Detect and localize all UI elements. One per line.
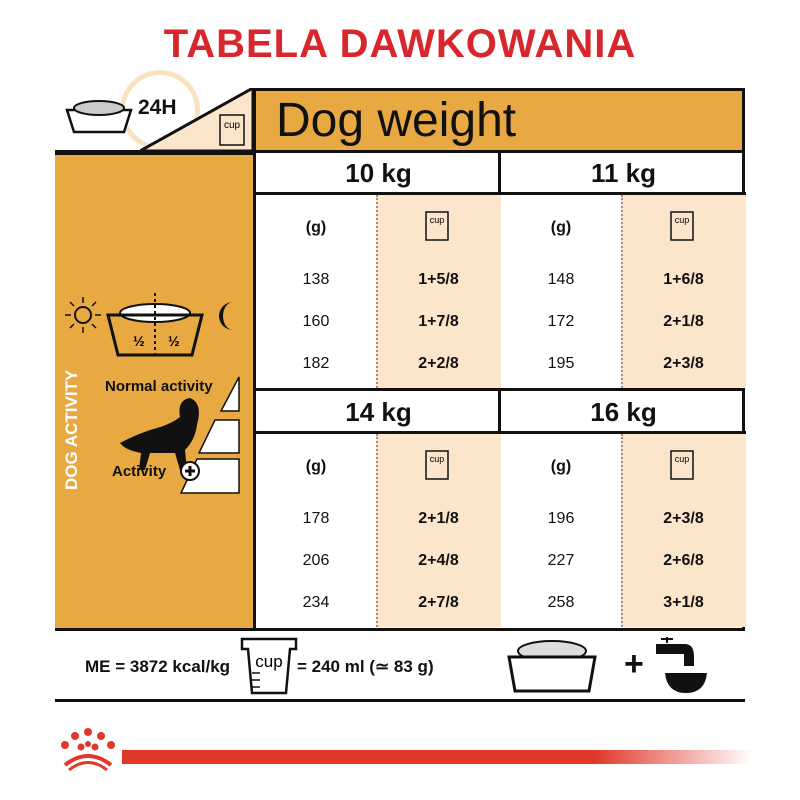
dog-silhouette-icon xyxy=(120,398,199,470)
grams-value: 234 xyxy=(302,594,330,611)
grams-label: (g) xyxy=(305,458,327,475)
grams-value: 206 xyxy=(302,552,330,569)
brand-bar xyxy=(122,750,752,764)
footer-info xyxy=(55,628,745,702)
grams-value: 160 xyxy=(302,313,330,330)
page-title: TABELA DAWKOWANIA xyxy=(163,22,637,66)
cup-value: 1+5/8 xyxy=(418,271,459,288)
cup-icon-large: cup xyxy=(240,637,298,695)
royal-canin-crown-logo xyxy=(61,728,115,772)
svg-text:cup: cup xyxy=(430,454,445,464)
24h-label: 24H xyxy=(138,96,177,119)
food-bowl-icon xyxy=(65,100,133,134)
grams-value: 196 xyxy=(547,510,575,527)
weight-header: 11 kg xyxy=(501,152,746,195)
weight-header: 16 kg xyxy=(501,391,746,434)
grams-value: 182 xyxy=(302,355,330,372)
normal-activity-label: Normal activity xyxy=(105,378,213,395)
plus-sign: + xyxy=(624,645,644,683)
grams-value: 227 xyxy=(547,552,575,569)
grams-value: 258 xyxy=(547,594,575,611)
weight-block-11kg: 11 kg (g) cup 148 1+6/8 172 2+1/8 195 2+3/8 xyxy=(501,152,746,388)
cup-label: cup xyxy=(255,652,282,671)
energy-label: ME = 3872 kcal/kg xyxy=(85,657,231,676)
divider xyxy=(55,150,745,153)
activity-label: Activity xyxy=(112,463,167,480)
cup-equivalence: = 240 ml (≃ 83 g) xyxy=(297,657,434,676)
svg-text:cup: cup xyxy=(224,120,241,131)
cup-value: 2+6/8 xyxy=(663,552,704,569)
activity-scale xyxy=(179,376,240,494)
dog-activity-label: DOG ACTIVITY xyxy=(62,369,81,490)
cup-icon: cup xyxy=(425,450,449,480)
weight-block-10kg: 10 kg (g) cup 138 1+5/8 160 1+7/8 182 2+2/8 xyxy=(256,152,501,388)
cup-value: 1+6/8 xyxy=(663,271,704,288)
svg-text:cup: cup xyxy=(675,215,690,225)
grams-label: (g) xyxy=(550,219,572,236)
cup-value: 1+7/8 xyxy=(418,313,459,330)
cup-value: 2+2/8 xyxy=(418,355,459,372)
grams-value: 138 xyxy=(302,271,330,288)
cup-value: 2+1/8 xyxy=(418,510,459,527)
split-bowl-icon: ½ ½ xyxy=(106,293,204,359)
grams-value: 195 xyxy=(547,355,575,372)
water-tap-icon xyxy=(656,637,707,693)
weight-block-14kg: 14 kg (g) cup 178 2+1/8 206 2+4/8 234 2+7/8 xyxy=(256,391,501,627)
cup-ramp: cup xyxy=(140,88,255,153)
cup-value: 2+7/8 xyxy=(418,594,459,611)
sun-icon xyxy=(65,297,101,333)
grams-value: 148 xyxy=(547,271,575,288)
cup-icon: cup xyxy=(425,211,449,241)
cup-value: 2+3/8 xyxy=(663,510,704,527)
cup-icon: cup xyxy=(670,450,694,480)
cup-value: 2+3/8 xyxy=(663,355,704,372)
moon-icon xyxy=(219,302,233,330)
weight-header: 14 kg xyxy=(256,391,501,434)
cup-value: 2+1/8 xyxy=(663,313,704,330)
grams-label: (g) xyxy=(550,458,572,475)
grams-value: 172 xyxy=(547,313,575,330)
cup-value: 3+1/8 xyxy=(663,594,704,611)
feeding-grid: 10 kg (g) cup 138 1+5/8 160 1+7/8 182 2+2/8… xyxy=(253,152,746,628)
food-bowl-icon xyxy=(507,640,597,693)
svg-text:cup: cup xyxy=(675,454,690,464)
cup-icon: cup xyxy=(670,211,694,241)
weight-block-16kg: 16 kg (g) cup 196 2+3/8 227 2+6/8 258 3+1/8 xyxy=(501,391,746,627)
dog-weight-header: Dog weight xyxy=(253,88,745,152)
activity-panel: ½ ½ Normal activity Activity xyxy=(55,152,253,628)
weight-header: 10 kg xyxy=(256,152,501,195)
grams-label: (g) xyxy=(305,219,327,236)
half-right: ½ xyxy=(168,333,180,349)
grams-value: 178 xyxy=(302,510,330,527)
cup-value: 2+4/8 xyxy=(418,552,459,569)
svg-text:cup: cup xyxy=(430,215,445,225)
half-left: ½ xyxy=(133,333,145,349)
